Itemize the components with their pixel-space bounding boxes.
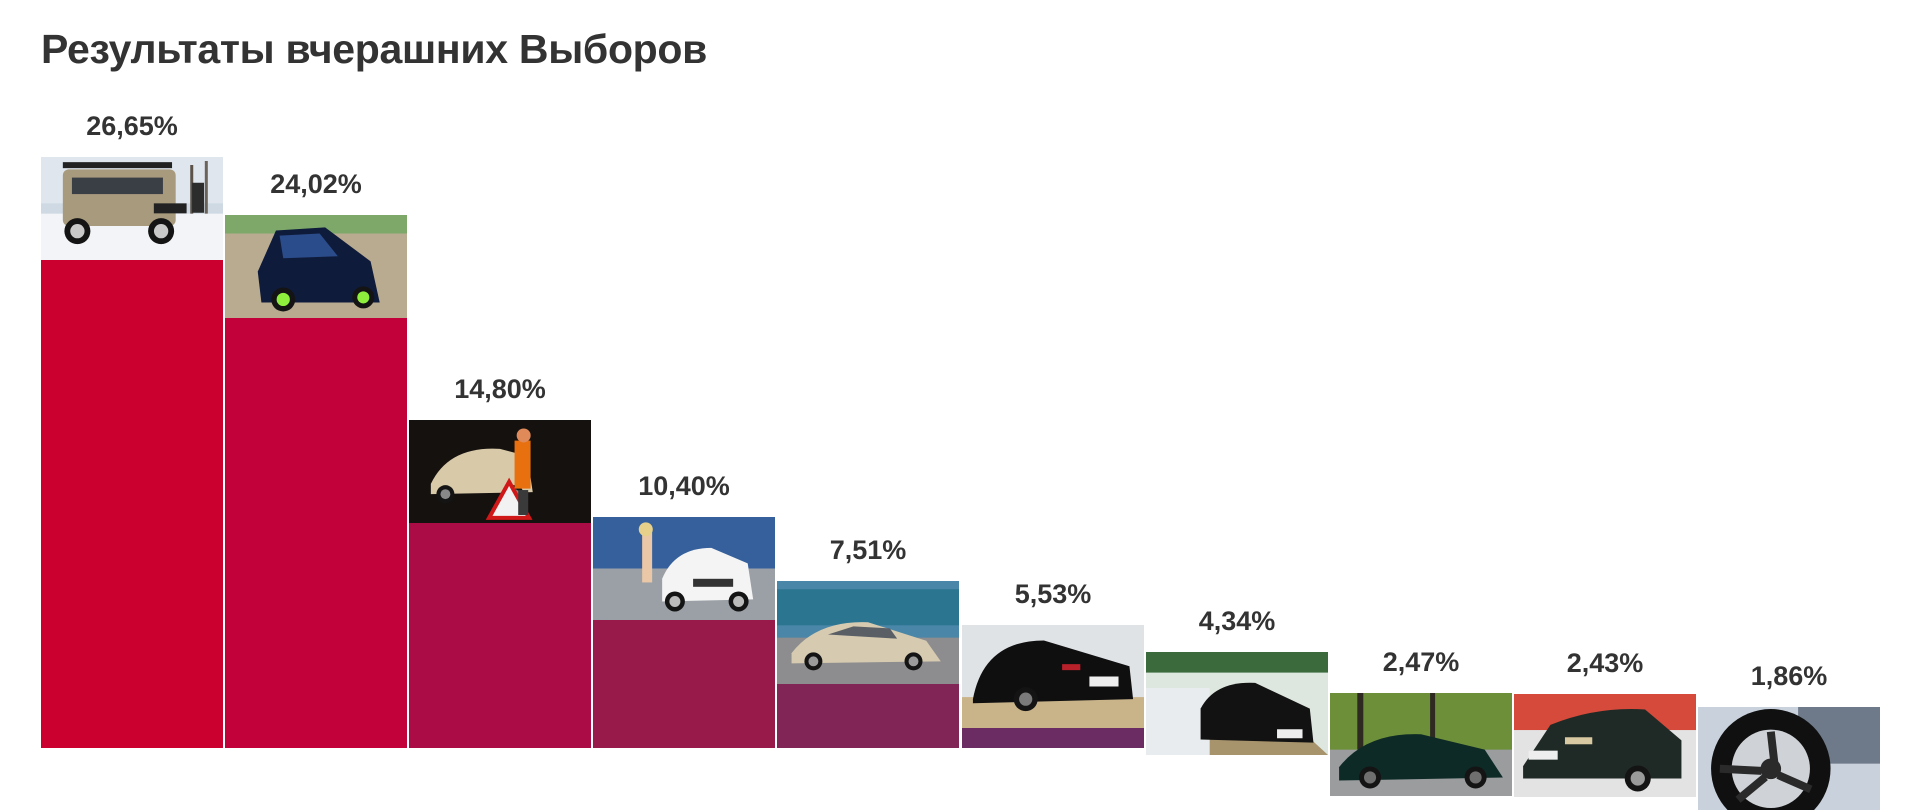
bar — [962, 728, 1144, 748]
bar-photo-white-sedan-woman — [593, 517, 775, 621]
chart-title: Результаты вчерашних Выборов — [41, 26, 708, 72]
bar — [777, 684, 959, 748]
bar-photo-dark-green-sedan — [1330, 693, 1512, 797]
bar-photo-black-sedan-road — [1146, 651, 1328, 755]
bar-photo-dark-green-hatchback — [1514, 694, 1696, 798]
bar-value-label: 1,86% — [1750, 660, 1828, 691]
bar-value-label: 2,43% — [1566, 648, 1644, 679]
bar-photo-suv-in-snow — [41, 157, 223, 260]
bar-photo-beige-sedan — [777, 581, 959, 685]
bar-value-label: 2,47% — [1382, 647, 1460, 678]
bar-value-label: 24,02% — [270, 169, 362, 200]
bar — [593, 620, 775, 748]
bar-photo-white-sedan-night — [409, 419, 591, 523]
bar — [41, 260, 223, 748]
bar-value-label: 10,40% — [638, 471, 730, 502]
bar — [409, 522, 591, 748]
bar-photo-black-sedan-rear — [962, 625, 1144, 729]
bar-value-label: 26,65% — [86, 111, 178, 141]
bar-value-label: 14,80% — [454, 373, 546, 404]
bar-value-label: 5,53% — [1014, 579, 1092, 610]
bar-value-label: 7,51% — [829, 535, 907, 566]
bar-photo-blue-hatchback — [225, 215, 407, 319]
bar-value-label: 4,34% — [1198, 605, 1276, 636]
bar — [225, 318, 407, 748]
bar-photo-wheel-closeup — [1698, 706, 1880, 810]
